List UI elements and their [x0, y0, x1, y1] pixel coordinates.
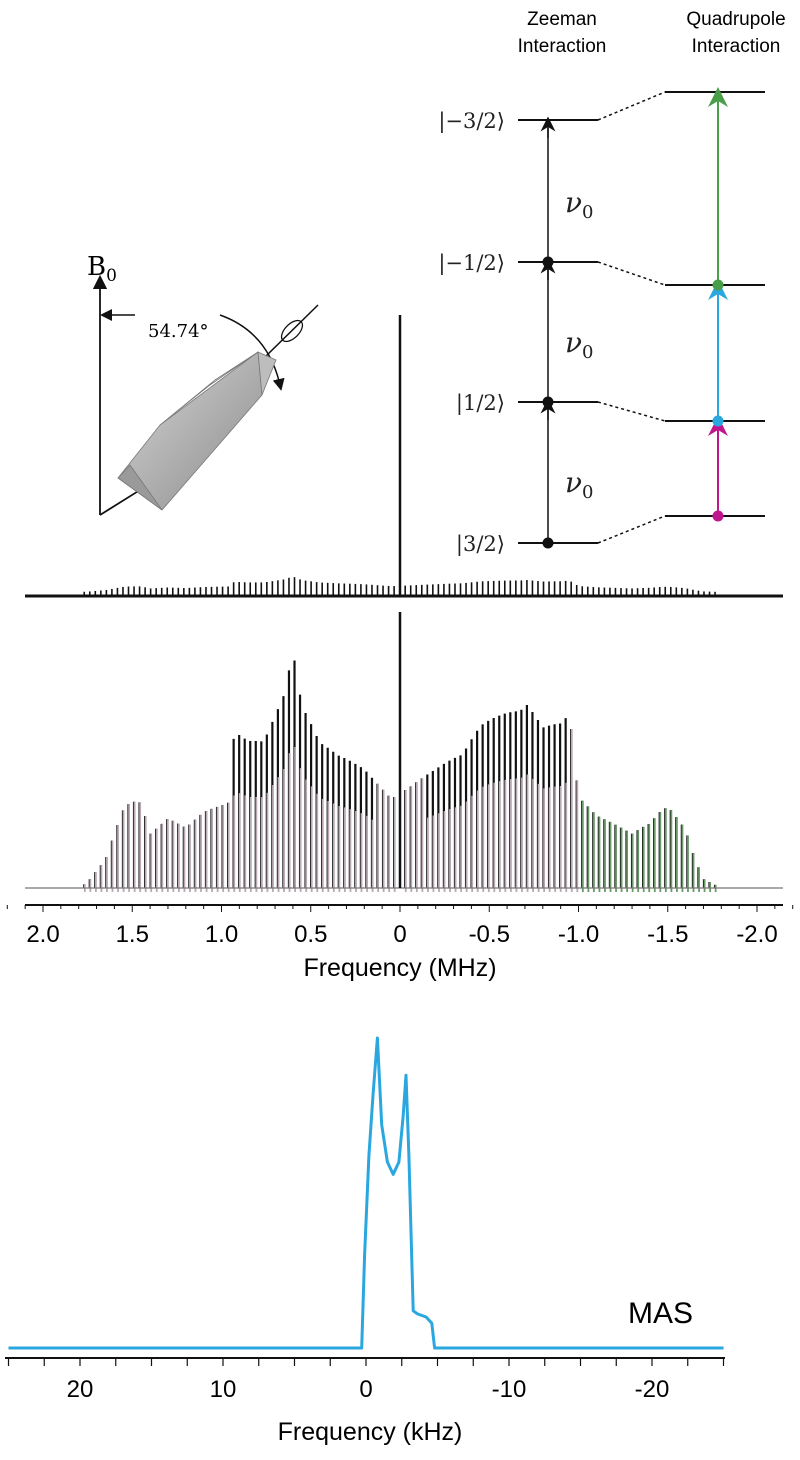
zeeman-header-line1: Zeeman: [527, 9, 597, 30]
b0-label: B0: [87, 252, 117, 286]
mhz-tick-label: 2.0: [26, 921, 59, 948]
khz-tick-label: 0: [359, 1376, 372, 1403]
khz-axis-label: Frequency (kHz): [278, 1418, 463, 1446]
angle-label: 54.74°: [148, 321, 209, 342]
rotation-icon: [280, 319, 304, 343]
mhz-tick-label: 1.5: [116, 921, 149, 948]
magic-angle-rotor: B0 54.74°: [87, 252, 319, 516]
level-label-m3/2: |−3/2⟩: [438, 109, 505, 134]
mhz-tick-label: -2.0: [736, 921, 777, 948]
mas-label: MAS: [628, 1297, 693, 1330]
level-label-1/2: |1/2⟩: [456, 391, 505, 416]
mhz-tick-label: -0.5: [469, 921, 510, 948]
mhz-tick-label: 0.5: [294, 921, 327, 948]
mas-spectrum: MAS 20 10 0 -10 -20 Frequency (kHz): [5, 1036, 725, 1446]
khz-tick-label: -10: [492, 1376, 527, 1403]
crystal-shape: [117, 351, 277, 511]
level-label-m1/2: |−1/2⟩: [438, 251, 505, 276]
nu0-label-3: ν0: [565, 466, 593, 503]
static-spectrum: 2.0 1.5 1.0 0.5 0 -0.5 -1.0 -1.5 -2.0 Frequency …: [6, 315, 794, 982]
angle-arc: [219, 314, 285, 391]
mhz-tick-label: 1.0: [205, 921, 238, 948]
quadrupole-header-line1: Quadrupole: [686, 9, 785, 30]
mhz-tick-label: 0: [393, 921, 406, 948]
nu0-label-1: ν0: [565, 186, 593, 223]
spectrum-sidebands: [83, 660, 717, 892]
energy-level-diagram: Zeeman Interaction Quadrupole Interactio…: [438, 9, 785, 557]
mhz-axis-label: Frequency (MHz): [303, 954, 496, 982]
khz-tick-label: 10: [210, 1376, 237, 1403]
quadrupole-arrows: [708, 87, 728, 522]
mas-line: [8, 1036, 724, 1350]
mhz-tick-label: -1.5: [647, 921, 688, 948]
zeeman-arrows: [540, 116, 556, 549]
quadrupole-header-line2: Interaction: [692, 36, 781, 57]
nu0-label-2: ν0: [565, 326, 593, 363]
zeeman-header-line2: Interaction: [518, 36, 607, 57]
khz-tick-label: -20: [635, 1376, 670, 1403]
khz-tick-label: 20: [67, 1376, 94, 1403]
level-label-3/2: |3/2⟩: [456, 532, 505, 557]
mhz-tick-label: -1.0: [558, 921, 599, 948]
